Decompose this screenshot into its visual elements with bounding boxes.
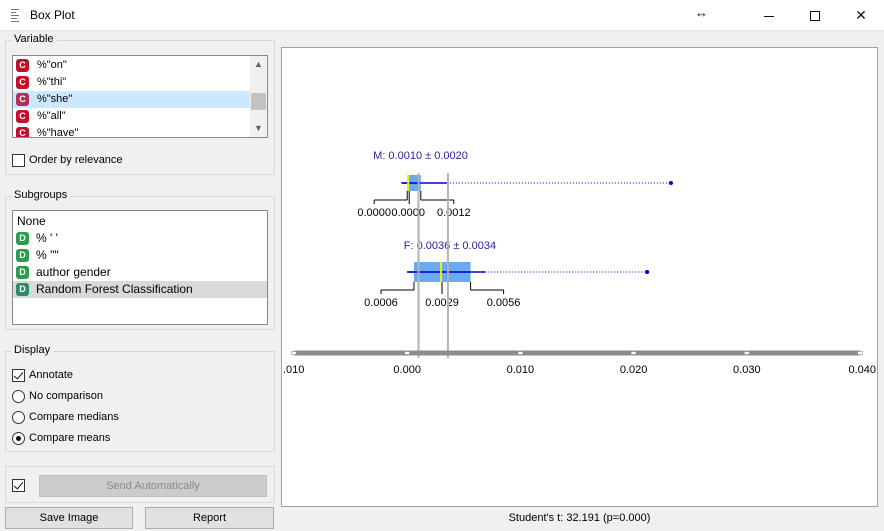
variable-item[interactable]: C %"all" — [13, 108, 252, 125]
save-image-button[interactable]: Save Image — [5, 507, 133, 529]
continuous-variable-icon: C — [16, 59, 29, 72]
continuous-variable-icon: C — [16, 76, 29, 89]
discrete-variable-icon: D — [16, 249, 29, 262]
x-axis-tick — [404, 351, 410, 355]
compare-medians-label: Compare medians — [29, 411, 119, 423]
x-axis-tick-label: 0.000 — [393, 364, 421, 376]
x-axis-tick — [857, 351, 863, 355]
minimize-icon — [764, 15, 774, 17]
variable-item[interactable]: C %"she" — [13, 91, 252, 108]
display-group-title: Display — [11, 344, 54, 356]
close-button[interactable]: ✕ — [838, 0, 884, 31]
status-text: Student's t: 32.191 (p=0.000) — [508, 512, 651, 524]
quartile-label: 0.0000 — [391, 207, 425, 219]
box-plot-area: M: 0.0010 ± 0.0020 0.0000 0.0000 0.0012 F: 0… — [281, 47, 878, 507]
variable-items: C %"on" C %"thi" C %"she" C %"all" C %"have" — [13, 57, 252, 138]
scrollbar-thumb[interactable] — [251, 93, 266, 110]
x-axis-tick-label: 0.040 — [848, 364, 876, 376]
order-by-relevance-label: Order by relevance — [29, 154, 123, 166]
minimize-button[interactable] — [746, 0, 792, 31]
discrete-variable-icon: D — [16, 266, 29, 279]
maximize-button[interactable] — [792, 0, 838, 31]
variable-item[interactable]: C %"have" — [13, 125, 252, 138]
x-axis-tick — [630, 351, 637, 355]
variable-item-label: %"thi" — [37, 76, 67, 88]
x-axis-tick-label: 0.010 — [507, 364, 535, 376]
close-icon: ✕ — [855, 7, 867, 23]
box-plot-chart: M: 0.0010 ± 0.0020 0.0000 0.0000 0.0012 F: 0… — [283, 150, 876, 376]
compare-means-radio[interactable] — [12, 432, 25, 445]
quartile-label: 0.0056 — [487, 297, 521, 309]
x-axis-tick-label: 0.030 — [733, 364, 761, 376]
variable-item-label: %"she" — [37, 93, 73, 105]
maximize-icon — [810, 11, 820, 22]
subgroup-item[interactable]: D % ' ' — [13, 230, 267, 247]
continuous-variable-icon: C — [16, 127, 29, 137]
no-comparison-label: No comparison — [29, 390, 103, 402]
variable-item-label: %"on" — [37, 59, 67, 71]
group-annotation: F: 0.0036 ± 0.0034 — [404, 240, 496, 252]
discrete-variable-icon: D — [16, 283, 29, 296]
subgroup-item-label: None — [17, 214, 46, 228]
order-by-relevance-checkbox[interactable] — [12, 154, 25, 167]
group-annotation: M: 0.0010 ± 0.0020 — [373, 150, 468, 162]
variable-list-scrollbar[interactable]: ▲ ▼ — [250, 56, 267, 137]
compare-medians-radio[interactable] — [12, 411, 25, 424]
annotate-checkbox[interactable] — [12, 369, 25, 382]
continuous-variable-icon: C — [16, 93, 29, 106]
subgroup-item-label: % ' ' — [36, 231, 58, 245]
subgroup-item-label: % '"' — [36, 248, 59, 262]
scroll-up-arrow-icon[interactable]: ▲ — [254, 59, 263, 69]
box-plot-app-icon — [9, 8, 21, 22]
scroll-down-arrow-icon[interactable]: ▼ — [254, 123, 263, 133]
subgroup-item-label: author gender — [36, 265, 111, 279]
variable-group-title: Variable — [11, 33, 57, 45]
subgroup-item[interactable]: None — [13, 213, 267, 230]
max-value-point — [668, 181, 673, 185]
report-button[interactable]: Report — [145, 507, 274, 529]
variable-item[interactable]: C %"on" — [13, 57, 252, 74]
continuous-variable-icon: C — [16, 110, 29, 123]
quartile-label: 0.0000 — [357, 207, 391, 219]
x-axis-tick — [517, 351, 524, 355]
subgroup-item[interactable]: D % '"' — [13, 247, 267, 264]
x-axis-tick-label: .010 — [283, 364, 304, 376]
send-group: Send Automatically — [5, 466, 275, 503]
quartile-label: 0.0006 — [364, 297, 398, 309]
discrete-variable-icon: D — [16, 232, 29, 245]
x-axis-tick-label: 0.020 — [620, 364, 648, 376]
quartile-label: 0.0012 — [437, 207, 471, 219]
title-bar: Box Plot ↔ ✕ — [0, 0, 884, 31]
send-automatically-button[interactable]: Send Automatically — [39, 475, 267, 497]
quartile-label: 0.0029 — [425, 297, 459, 309]
window-title: Box Plot — [30, 8, 75, 22]
variable-item-label: %"all" — [37, 110, 66, 122]
compare-means-label: Compare means — [29, 432, 111, 444]
x-axis-tick — [744, 351, 750, 355]
subgroup-item[interactable]: D Random Forest Classification — [13, 281, 267, 298]
display-group: Display Annotate No comparison Compare m… — [5, 344, 275, 452]
x-axis-tick — [291, 351, 297, 355]
variable-group: Variable C %"on" C %"thi" C %"she" C %"all" C %"h… — [5, 33, 275, 175]
subgroups-group-title: Subgroups — [11, 189, 71, 201]
resize-arrows-icon: ↔ — [695, 5, 708, 20]
annotate-label: Annotate — [29, 369, 74, 381]
send-automatically-checkbox[interactable] — [12, 479, 25, 492]
variable-item[interactable]: C %"thi" — [13, 74, 252, 91]
variable-list[interactable]: C %"on" C %"thi" C %"she" C %"all" C %"have" ▲ ▼ — [12, 55, 268, 138]
max-value-point — [645, 270, 650, 274]
subgroup-item-label: Random Forest Classification — [36, 282, 193, 296]
variable-item-label: %"have" — [37, 127, 79, 138]
no-comparison-radio[interactable] — [12, 390, 25, 403]
